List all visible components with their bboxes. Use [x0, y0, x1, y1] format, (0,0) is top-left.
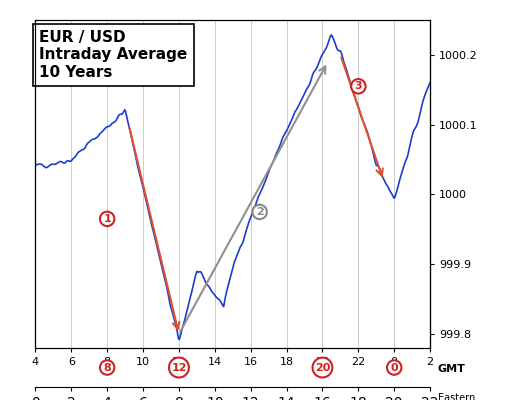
- Text: EUR / USD
Intraday Average
10 Years: EUR / USD Intraday Average 10 Years: [39, 30, 187, 80]
- Text: GMT: GMT: [437, 364, 465, 374]
- Text: 3: 3: [354, 81, 362, 91]
- Text: 12: 12: [171, 362, 186, 372]
- Text: 1: 1: [103, 214, 111, 224]
- Text: 0: 0: [390, 362, 397, 372]
- Text: Eastern
Time: Eastern Time: [437, 393, 474, 400]
- Text: 20: 20: [314, 362, 329, 372]
- Text: 2: 2: [256, 207, 263, 217]
- Text: 8: 8: [103, 362, 111, 372]
